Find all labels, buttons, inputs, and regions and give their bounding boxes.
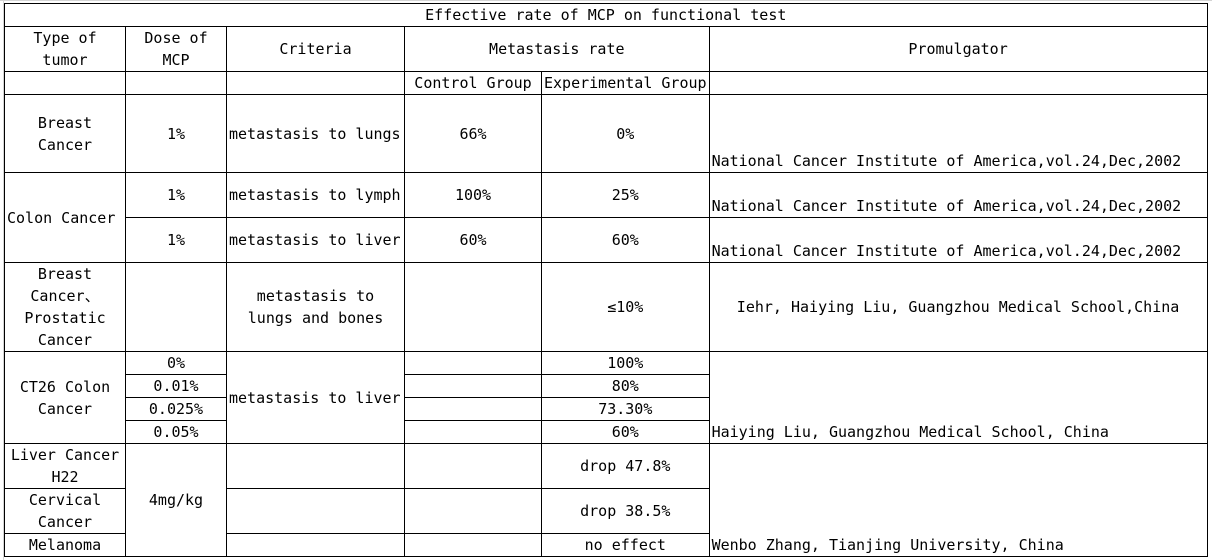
gridline bbox=[3, 0, 4, 560]
empty-cell[interactable] bbox=[125, 71, 227, 95]
empty-cell[interactable] bbox=[226, 71, 405, 95]
tumor-text: Liver Cancer bbox=[10, 446, 120, 464]
dose-cell[interactable]: 0% bbox=[125, 351, 227, 375]
tumor-text: Prostatic bbox=[24, 309, 106, 327]
dose-cell[interactable]: 0.025% bbox=[125, 397, 227, 421]
empty-cell[interactable] bbox=[404, 488, 542, 534]
dose-cell[interactable]: 1% bbox=[125, 217, 227, 263]
header-type-of-tumor[interactable]: Type of tumor bbox=[4, 26, 126, 72]
header-text: Experimental Group bbox=[544, 74, 707, 92]
experimental-cell[interactable]: ≤10% bbox=[541, 262, 710, 352]
empty-cell[interactable] bbox=[4, 71, 126, 95]
empty-cell[interactable] bbox=[226, 488, 405, 534]
criteria-text: metastasis to bbox=[256, 287, 375, 305]
control-cell[interactable]: 100% bbox=[404, 172, 542, 218]
experimental-cell[interactable]: 73.30% bbox=[541, 397, 710, 421]
empty-cell[interactable] bbox=[708, 71, 1208, 95]
criteria-cell[interactable]: metastasis to lungs and bones bbox=[226, 262, 405, 352]
criteria-cell[interactable]: metastasis to lungs bbox=[226, 94, 405, 173]
control-cell[interactable]: 60% bbox=[404, 217, 542, 263]
empty-cell[interactable] bbox=[226, 533, 405, 557]
experimental-cell[interactable]: no effect bbox=[541, 533, 710, 557]
dose-cell[interactable]: 0.01% bbox=[125, 374, 227, 398]
promulgator-cell[interactable]: National Cancer Institute of America,vol… bbox=[708, 94, 1208, 173]
experimental-cell[interactable]: 25% bbox=[541, 172, 710, 218]
experimental-cell[interactable]: 80% bbox=[541, 374, 710, 398]
promulgator-cell[interactable]: National Cancer Institute of America,vol… bbox=[708, 217, 1208, 263]
tumor-text: Cancer bbox=[37, 135, 93, 154]
header-text: Type of bbox=[33, 29, 97, 47]
tumor-text: Cancer bbox=[37, 331, 93, 349]
dose-cell[interactable]: 1% bbox=[125, 172, 227, 218]
header-text: Criteria bbox=[279, 40, 352, 58]
tumor-cell[interactable]: CT26 Colon Cancer bbox=[4, 351, 126, 444]
tumor-text: Cancer、 bbox=[30, 287, 100, 305]
table-title-cell[interactable]: Effective rate of MCP on functional test bbox=[4, 3, 1208, 27]
experimental-cell[interactable]: 100% bbox=[541, 351, 710, 375]
header-metastasis-rate[interactable]: Metastasis rate bbox=[404, 26, 710, 72]
mcp-effectiveness-table: Effective rate of MCP on functional test… bbox=[4, 3, 1208, 557]
criteria-cell[interactable]: metastasis to liver bbox=[226, 217, 405, 263]
header-text: tumor bbox=[42, 51, 88, 69]
empty-cell[interactable] bbox=[226, 443, 405, 489]
header-text: Metastasis rate bbox=[489, 40, 625, 58]
header-text: Promulgator bbox=[908, 40, 1008, 58]
experimental-cell[interactable]: 0% bbox=[541, 94, 710, 173]
tumor-text: Cancer bbox=[37, 399, 93, 418]
tumor-cell[interactable]: Breast Cancer bbox=[4, 94, 126, 173]
header-text: Dose of bbox=[144, 29, 208, 47]
experimental-cell[interactable]: 60% bbox=[541, 420, 710, 444]
empty-cell[interactable] bbox=[125, 262, 227, 352]
tumor-cell[interactable]: Liver Cancer H22 bbox=[4, 443, 126, 489]
tumor-text: CT26 Colon bbox=[19, 377, 111, 396]
empty-cell[interactable] bbox=[404, 262, 542, 352]
promulgator-cell[interactable]: National Cancer Institute of America,vol… bbox=[708, 172, 1208, 218]
header-criteria[interactable]: Criteria bbox=[226, 26, 405, 72]
criteria-cell[interactable]: metastasis to liver bbox=[226, 351, 405, 444]
header-promulgator[interactable]: Promulgator bbox=[708, 26, 1208, 72]
experimental-cell[interactable]: drop 47.8% bbox=[541, 443, 710, 489]
promulgator-cell[interactable]: Iehr, Haiying Liu, Guangzhou Medical Sch… bbox=[708, 262, 1208, 352]
empty-cell[interactable] bbox=[404, 374, 542, 398]
table-title: Effective rate of MCP on functional test bbox=[425, 6, 787, 24]
header-experimental-group[interactable]: Experimental Group bbox=[541, 71, 710, 95]
empty-cell[interactable] bbox=[404, 533, 542, 557]
gridline bbox=[0, 0, 1212, 1]
tumor-text: Cancer bbox=[37, 513, 93, 531]
criteria-cell[interactable]: metastasis to lymph bbox=[226, 172, 405, 218]
dose-cell[interactable]: 4mg/kg bbox=[125, 443, 227, 557]
header-control-group[interactable]: Control Group bbox=[404, 71, 542, 95]
tumor-cell[interactable]: Colon Cancer bbox=[4, 172, 126, 263]
control-cell[interactable]: 66% bbox=[404, 94, 542, 173]
empty-cell[interactable] bbox=[404, 351, 542, 375]
tumor-text: Breast bbox=[37, 113, 93, 132]
empty-cell[interactable] bbox=[404, 397, 542, 421]
promulgator-cell[interactable]: Wenbo Zhang, Tianjing University, China bbox=[708, 443, 1208, 557]
empty-cell[interactable] bbox=[404, 443, 542, 489]
header-text: MCP bbox=[162, 51, 190, 69]
header-dose[interactable]: Dose of MCP bbox=[125, 26, 227, 72]
tumor-text: H22 bbox=[51, 468, 79, 486]
criteria-text: lungs and bones bbox=[247, 309, 384, 327]
experimental-cell[interactable]: 60% bbox=[541, 217, 710, 263]
experimental-cell[interactable]: drop 38.5% bbox=[541, 488, 710, 534]
tumor-cell[interactable]: Breast Cancer、 Prostatic Cancer bbox=[4, 262, 126, 352]
tumor-cell[interactable]: Cervical Cancer bbox=[4, 488, 126, 534]
tumor-text: Breast bbox=[37, 265, 93, 283]
dose-cell[interactable]: 1% bbox=[125, 94, 227, 173]
empty-cell[interactable] bbox=[404, 420, 542, 444]
promulgator-cell[interactable]: Haiying Liu, Guangzhou Medical School, C… bbox=[708, 351, 1208, 444]
tumor-cell[interactable]: Melanoma bbox=[4, 533, 126, 557]
header-text: Control Group bbox=[414, 74, 532, 92]
dose-cell[interactable]: 0.05% bbox=[125, 420, 227, 444]
tumor-text: Cervical bbox=[28, 491, 102, 509]
